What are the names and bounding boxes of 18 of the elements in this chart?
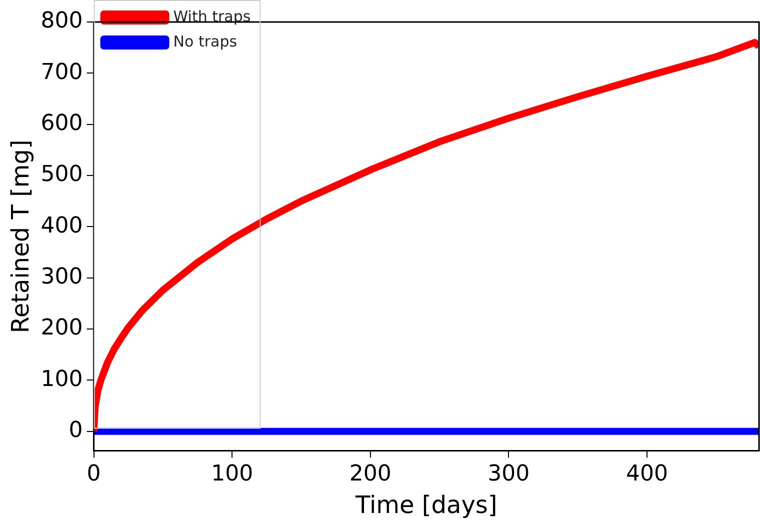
x-tick-label: 100 <box>211 462 254 487</box>
y-tick-label: 300 <box>40 264 83 290</box>
x-tick-label: 300 <box>488 462 530 487</box>
legend-label: No traps <box>173 32 238 50</box>
y-tick-label: 600 <box>40 111 83 136</box>
legend-label: With traps <box>173 7 251 26</box>
x-axis-title: Time [days] <box>354 490 498 519</box>
x-tick-label: 0 <box>86 462 101 487</box>
y-axis-title: Retained T [mg] <box>6 140 35 334</box>
y-tick-label: 100 <box>40 366 83 392</box>
y-tick-label: 700 <box>40 60 83 85</box>
x-tick-label: 200 <box>349 462 392 487</box>
y-tick-label: 200 <box>40 316 83 341</box>
y-tick-label: 400 <box>40 213 83 238</box>
x-tick-label: 400 <box>626 462 668 487</box>
y-tick-label: 800 <box>40 8 83 34</box>
y-tick-label: 500 <box>40 162 83 188</box>
y-tick-label: 0 <box>68 418 83 444</box>
